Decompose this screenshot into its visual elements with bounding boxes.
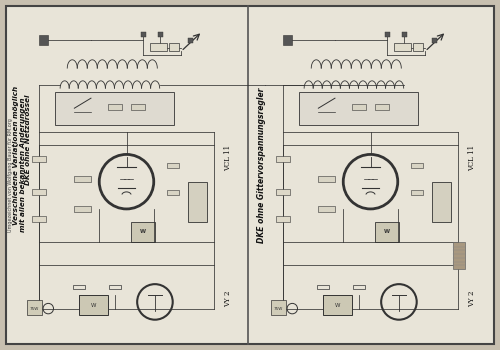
Bar	[32, 216, 46, 222]
Bar	[108, 104, 122, 110]
Bar	[352, 104, 366, 110]
Bar	[385, 32, 390, 37]
Bar	[402, 32, 406, 37]
Text: W: W	[384, 229, 390, 234]
Bar	[300, 91, 418, 125]
Bar	[276, 189, 290, 195]
Bar	[411, 190, 422, 195]
Text: 75W: 75W	[274, 307, 283, 310]
Bar	[79, 295, 108, 315]
Text: DKE ohne Netzdrossel: DKE ohne Netzdrossel	[25, 95, 31, 185]
Bar	[131, 104, 146, 110]
Text: VY 2: VY 2	[224, 290, 232, 307]
Bar	[74, 206, 91, 212]
Bar	[32, 189, 46, 195]
Bar	[375, 104, 390, 110]
Text: Verschiedene Variationen möglich: Verschiedene Variationen möglich	[13, 85, 19, 225]
Bar	[150, 43, 167, 51]
Bar	[454, 242, 466, 268]
Bar	[271, 300, 286, 315]
Bar	[73, 285, 85, 288]
Bar	[276, 156, 290, 162]
Bar	[158, 32, 162, 37]
Bar	[413, 43, 422, 51]
Bar	[32, 156, 46, 162]
Bar	[167, 163, 178, 168]
Text: VCL 11: VCL 11	[468, 145, 476, 172]
Text: W: W	[334, 303, 340, 308]
Text: Umgezeichnet von Wolfgang Bauer für RM.org: Umgezeichnet von Wolfgang Bauer für RM.o…	[8, 118, 14, 232]
Bar	[188, 38, 194, 43]
Bar	[141, 32, 146, 37]
Bar	[8, 8, 245, 342]
Bar	[167, 190, 178, 195]
Bar	[276, 216, 290, 222]
Bar	[375, 222, 399, 242]
Bar	[39, 35, 48, 45]
Bar	[394, 43, 411, 51]
Text: VCL 11: VCL 11	[224, 145, 232, 172]
Bar	[323, 295, 352, 315]
Bar	[352, 285, 364, 288]
Bar	[108, 285, 120, 288]
Bar	[169, 43, 178, 51]
Text: 75W: 75W	[30, 307, 40, 310]
Text: W: W	[140, 229, 146, 234]
Bar	[131, 222, 155, 242]
Text: DKE ohne Gittervorspannungsregler: DKE ohne Gittervorspannungsregler	[258, 87, 266, 243]
Bar	[56, 91, 174, 125]
Text: W: W	[90, 303, 96, 308]
Bar	[432, 182, 451, 222]
Bar	[317, 285, 329, 288]
Bar	[432, 38, 438, 43]
Text: VY 2: VY 2	[468, 290, 476, 307]
Bar	[74, 176, 91, 182]
Bar	[252, 8, 489, 342]
Bar	[283, 35, 292, 45]
Bar	[27, 300, 42, 315]
Text: mit allen bekannten Änderungen: mit allen bekannten Änderungen	[18, 98, 26, 232]
Bar	[318, 206, 335, 212]
Bar	[188, 182, 207, 222]
Bar	[411, 163, 422, 168]
Bar	[318, 176, 335, 182]
